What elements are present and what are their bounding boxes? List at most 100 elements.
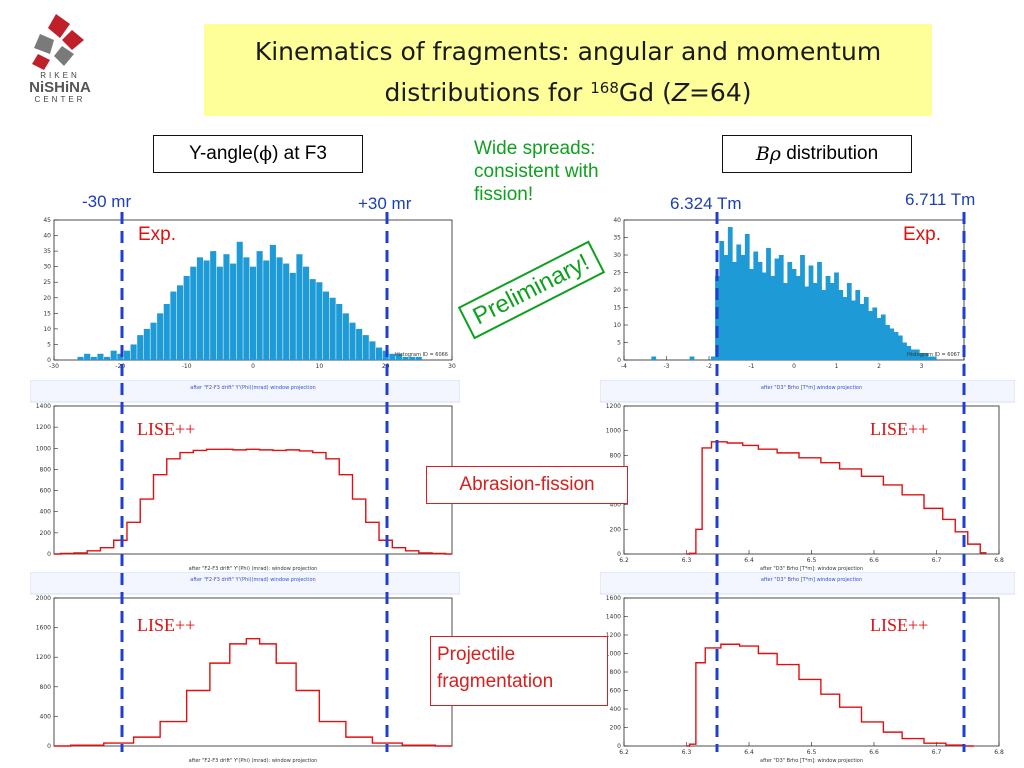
histogram-bar — [774, 258, 780, 360]
histogram-bar — [829, 283, 835, 360]
histogram-bar — [157, 313, 164, 360]
histogram-bar — [855, 290, 861, 360]
histogram-bar — [821, 290, 827, 360]
title-line-1: Kinematics of fragments: angular and mom… — [254, 37, 882, 66]
riken-nishina-logo: RIKEN NiSHiNA CENTER — [29, 14, 91, 104]
y-tick-label: 1200 — [36, 654, 51, 661]
histogram-bar — [923, 353, 929, 360]
x-tick-label: 10 — [316, 363, 324, 370]
lise-label-3: LISE++ — [137, 615, 196, 635]
histogram-bar — [804, 286, 810, 360]
histogram-bar — [817, 262, 822, 360]
histogram-bar — [885, 325, 890, 360]
y-tick-label: 25 — [43, 279, 51, 286]
y-tick-label: 800 — [40, 684, 52, 691]
histogram-bar — [375, 347, 383, 360]
logo-riken: RIKEN — [40, 71, 79, 80]
x-tick-label: 6.8 — [994, 557, 1004, 564]
histogram-bar — [137, 335, 144, 360]
histogram-bar — [170, 291, 177, 360]
histogram-bar — [872, 307, 878, 360]
x-tick-label: 0 — [792, 363, 796, 370]
histogram-bar — [880, 314, 886, 360]
histogram-bar — [183, 276, 190, 360]
histogram-bar — [859, 304, 865, 360]
histogram-bar — [851, 300, 856, 360]
histogram-bar — [395, 353, 402, 360]
histogram-bar — [651, 356, 657, 360]
abrasion-fission-label: Abrasion-fission — [426, 466, 628, 504]
y-tick-label: 40 — [613, 217, 621, 224]
exp-label-left: Exp. — [138, 224, 177, 245]
y-tick-label: 5 — [47, 341, 51, 348]
note-line-1: Wide spreads: — [474, 138, 596, 159]
histogram-bar — [117, 353, 124, 360]
y-tick-label: 800 — [40, 466, 52, 473]
histogram-bar — [369, 341, 376, 360]
y-tick-label: 0 — [617, 743, 621, 750]
histogram-bar — [309, 279, 316, 360]
left-cut-high-label: +30 mr — [358, 194, 412, 213]
title-line2-pre: distributions for — [384, 78, 591, 107]
histogram-bar — [740, 255, 746, 360]
brho-label-post: distribution — [780, 143, 879, 164]
y-tick-label: 1000 — [606, 651, 621, 658]
histogram-bar — [336, 304, 343, 360]
histogram-bar — [316, 282, 323, 360]
x-axis-label: after "D3" Brho [T*m]: window projection — [760, 566, 863, 572]
histogram-bar — [123, 350, 131, 360]
histogram-bar — [770, 276, 776, 360]
histogram-bar — [787, 262, 793, 360]
y-tick-label: 0 — [47, 743, 51, 750]
x-tick-label: 6.8 — [994, 749, 1004, 756]
exp-label-right: Exp. — [903, 224, 942, 245]
histogram-bar — [283, 263, 290, 360]
histogram-bar — [791, 269, 797, 360]
y-tick-label: 2000 — [36, 595, 51, 602]
logo-emblem-icon — [32, 14, 84, 70]
histogram-bar — [876, 318, 882, 360]
x-tick-label: -2 — [706, 363, 712, 370]
y-tick-label: 0 — [617, 357, 621, 364]
y-tick-label: 15 — [43, 310, 51, 317]
y-tick-label: 0 — [617, 551, 621, 558]
histogram-bar — [753, 251, 759, 360]
chart-header-bar — [600, 380, 1015, 403]
y-tick-label: 400 — [610, 502, 622, 509]
histogram-bar — [897, 335, 903, 360]
histogram-bar — [736, 244, 742, 360]
x-tick-label: 0 — [251, 363, 255, 370]
histogram-bar — [303, 266, 310, 360]
y-tick-label: 400 — [610, 706, 622, 713]
projectile-line-2: fragmentation — [437, 671, 554, 692]
y-tick-label: 40 — [43, 233, 51, 240]
histogram-bar — [906, 346, 912, 360]
histogram-bar — [276, 257, 283, 360]
x-tick-label: 30 — [448, 363, 456, 370]
histogram-bar — [90, 356, 97, 360]
y-angle-label-post: ) at F3 — [272, 143, 327, 164]
lise-label-2: LISE++ — [870, 419, 929, 439]
y-angle-label: Y-angle(ϕ) at F3 — [153, 135, 363, 173]
histogram-bar — [749, 269, 754, 360]
x-tick-label: 6.5 — [807, 557, 817, 564]
histogram-bar — [110, 350, 117, 360]
y-tick-label: 400 — [40, 713, 52, 720]
histogram-bar — [243, 257, 250, 360]
y-tick-label: 1200 — [606, 632, 621, 639]
histogram-bar — [812, 283, 818, 360]
histogram-bar — [927, 356, 933, 360]
histogram-bar — [97, 353, 104, 360]
histogram-bar — [196, 257, 203, 360]
x-tick-label: -30 — [49, 363, 59, 370]
histogram-bar — [409, 356, 416, 360]
lise-histogram-line — [54, 638, 452, 747]
lise-label-4: LISE++ — [870, 615, 929, 635]
histogram-bar — [176, 285, 184, 360]
histogram-bar — [415, 356, 422, 360]
y-tick-label: 0 — [47, 357, 51, 364]
y-tick-label: 200 — [610, 725, 622, 732]
y-tick-label: 10 — [43, 326, 51, 333]
chart-header-text: after "F2-F3 drift" Y'(Phi)(mrad) window… — [190, 577, 315, 583]
